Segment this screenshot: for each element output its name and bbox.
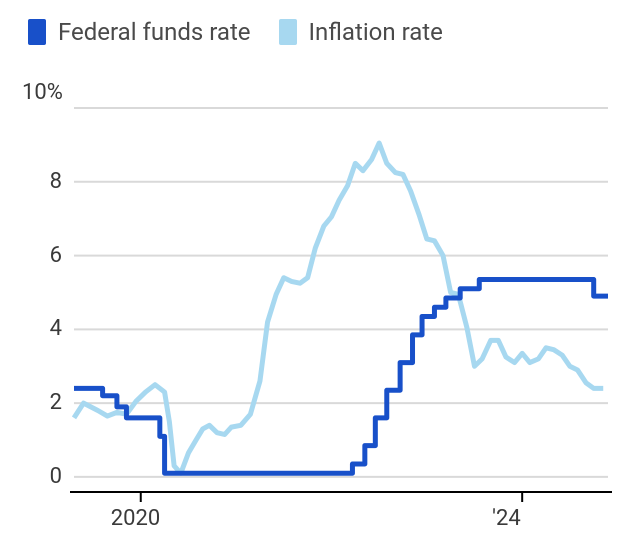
- legend: Federal funds rate Inflation rate: [28, 18, 618, 46]
- chart-svg: [20, 78, 618, 548]
- y-tick-label: 6: [32, 243, 62, 268]
- y-tick-label: 2: [32, 390, 62, 415]
- chart-plot-area: 10%864202020'24: [20, 78, 618, 548]
- legend-swatch-inflation: [279, 19, 297, 45]
- y-tick-label: 10%: [22, 80, 74, 105]
- y-tick-label: 4: [32, 316, 62, 341]
- series-line: [74, 143, 603, 473]
- x-tick-label: 2020: [111, 506, 160, 531]
- y-tick-label: 0: [32, 464, 62, 489]
- legend-item-fed-funds: Federal funds rate: [28, 18, 251, 46]
- legend-swatch-fed-funds: [28, 19, 46, 45]
- x-tick-label: '24: [492, 506, 521, 531]
- series-line: [74, 280, 608, 474]
- legend-item-inflation: Inflation rate: [279, 18, 443, 46]
- legend-label-fed-funds: Federal funds rate: [58, 18, 251, 46]
- legend-label-inflation: Inflation rate: [309, 18, 443, 46]
- y-tick-label: 8: [32, 169, 62, 194]
